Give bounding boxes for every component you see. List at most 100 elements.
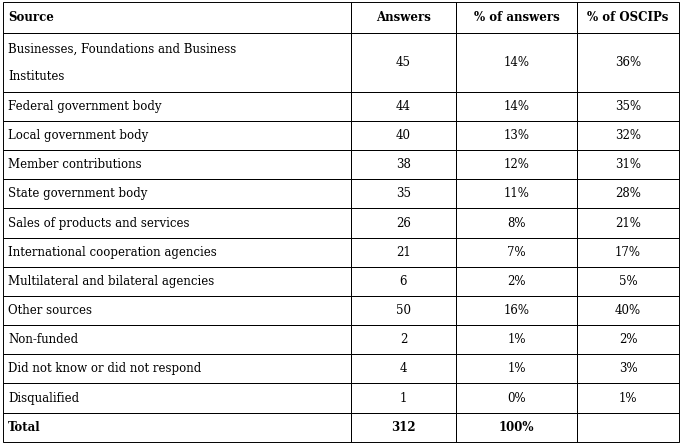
Bar <box>456 2 577 33</box>
Text: Businesses, Foundations and Business: Businesses, Foundations and Business <box>8 43 237 56</box>
Bar <box>456 92 577 121</box>
Text: 40%: 40% <box>615 304 641 317</box>
Text: 32%: 32% <box>615 129 641 142</box>
Text: 100%: 100% <box>499 421 534 434</box>
Bar <box>456 412 577 442</box>
Bar <box>577 208 679 238</box>
Bar <box>456 384 577 412</box>
Text: 2: 2 <box>400 333 407 346</box>
Bar <box>351 150 456 179</box>
Bar <box>577 92 679 121</box>
Bar <box>456 296 577 325</box>
Bar <box>351 33 456 92</box>
Bar <box>351 267 456 296</box>
Bar <box>577 2 679 33</box>
Bar <box>577 354 679 384</box>
Bar <box>577 179 679 208</box>
Bar <box>577 325 679 354</box>
Bar <box>351 92 456 121</box>
Bar <box>3 150 351 179</box>
Bar <box>351 208 456 238</box>
Text: Answers: Answers <box>376 12 431 24</box>
Bar <box>351 354 456 384</box>
Bar <box>351 412 456 442</box>
Text: 13%: 13% <box>503 129 529 142</box>
Bar <box>456 325 577 354</box>
Text: 17%: 17% <box>615 246 641 259</box>
Bar <box>456 267 577 296</box>
Text: 312: 312 <box>391 421 416 434</box>
Text: 40: 40 <box>396 129 411 142</box>
Text: Did not know or did not respond: Did not know or did not respond <box>8 362 201 375</box>
Text: 11%: 11% <box>503 187 529 200</box>
Bar <box>456 208 577 238</box>
Bar <box>351 179 456 208</box>
Text: Multilateral and bilateral agencies: Multilateral and bilateral agencies <box>8 275 214 288</box>
Bar <box>577 150 679 179</box>
Text: 44: 44 <box>396 100 411 113</box>
Text: 8%: 8% <box>507 217 526 230</box>
Text: 14%: 14% <box>503 100 529 113</box>
Text: 3%: 3% <box>619 362 637 375</box>
Text: 4: 4 <box>400 362 407 375</box>
Bar <box>577 296 679 325</box>
Bar <box>3 412 351 442</box>
Text: Disqualified: Disqualified <box>8 392 79 404</box>
Text: State government body: State government body <box>8 187 147 200</box>
Text: 50: 50 <box>396 304 411 317</box>
Bar <box>456 179 577 208</box>
Text: International cooperation agencies: International cooperation agencies <box>8 246 217 259</box>
Text: 0%: 0% <box>507 392 526 404</box>
Text: 5%: 5% <box>619 275 637 288</box>
Text: 14%: 14% <box>503 56 529 69</box>
Text: 7%: 7% <box>507 246 526 259</box>
Text: 21: 21 <box>396 246 411 259</box>
Text: % of answers: % of answers <box>474 12 559 24</box>
Text: 6: 6 <box>400 275 407 288</box>
Text: 2%: 2% <box>507 275 526 288</box>
Bar <box>351 384 456 412</box>
Text: 28%: 28% <box>615 187 641 200</box>
Bar <box>351 2 456 33</box>
Bar <box>3 296 351 325</box>
Bar <box>3 384 351 412</box>
Text: 35%: 35% <box>615 100 641 113</box>
Bar <box>577 33 679 92</box>
Text: 2%: 2% <box>619 333 637 346</box>
Text: Source: Source <box>8 12 54 24</box>
Bar <box>577 412 679 442</box>
Text: 45: 45 <box>396 56 411 69</box>
Text: 1%: 1% <box>507 362 526 375</box>
Bar <box>577 238 679 267</box>
Text: 35: 35 <box>396 187 411 200</box>
Bar <box>3 238 351 267</box>
Text: Total: Total <box>8 421 41 434</box>
Bar <box>577 267 679 296</box>
Text: Local government body: Local government body <box>8 129 149 142</box>
Text: 26: 26 <box>396 217 411 230</box>
Bar <box>456 354 577 384</box>
Text: Non-funded: Non-funded <box>8 333 78 346</box>
Text: 1%: 1% <box>507 333 526 346</box>
Text: % of OSCIPs: % of OSCIPs <box>587 12 668 24</box>
Bar <box>456 238 577 267</box>
Bar <box>3 121 351 150</box>
Text: Federal government body: Federal government body <box>8 100 162 113</box>
Bar <box>3 33 351 92</box>
Bar <box>351 121 456 150</box>
Bar <box>3 267 351 296</box>
Text: 36%: 36% <box>615 56 641 69</box>
Text: Institutes: Institutes <box>8 70 65 83</box>
Bar <box>3 179 351 208</box>
Text: 12%: 12% <box>503 158 529 171</box>
Bar <box>456 150 577 179</box>
Text: 31%: 31% <box>615 158 641 171</box>
Bar <box>351 325 456 354</box>
Bar <box>3 208 351 238</box>
Text: Other sources: Other sources <box>8 304 92 317</box>
Bar <box>351 296 456 325</box>
Text: 21%: 21% <box>615 217 641 230</box>
Bar <box>3 325 351 354</box>
Text: 1%: 1% <box>619 392 637 404</box>
Text: Sales of products and services: Sales of products and services <box>8 217 190 230</box>
